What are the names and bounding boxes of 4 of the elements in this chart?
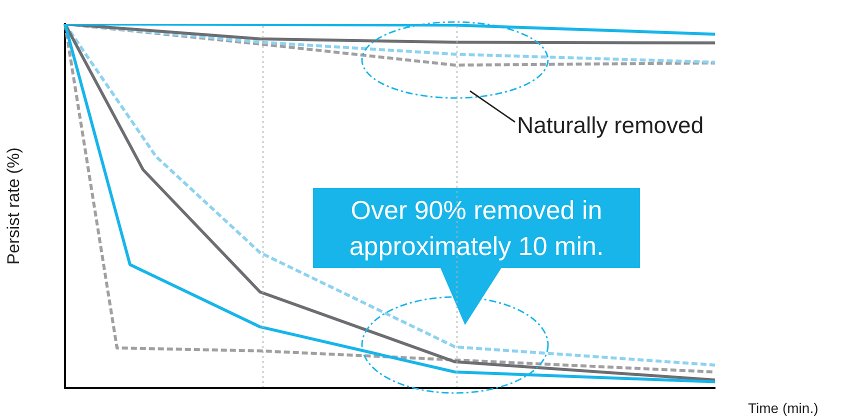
y-axis-title: Persist rate (%) <box>4 147 23 265</box>
annotation: Naturally removed <box>517 112 704 139</box>
annotation: Over 90% removed in approximately 10 min. <box>313 188 640 268</box>
x-axis-title: Time (min.) <box>748 400 818 416</box>
